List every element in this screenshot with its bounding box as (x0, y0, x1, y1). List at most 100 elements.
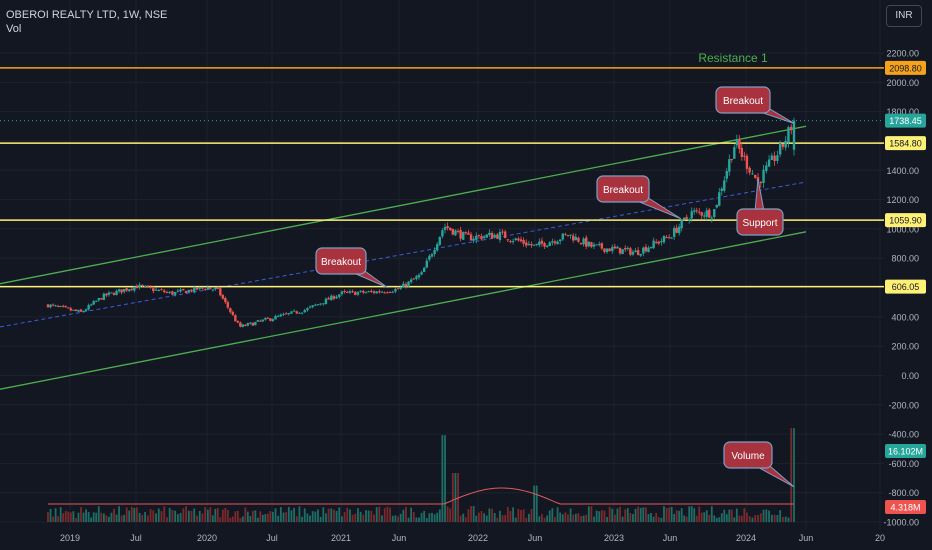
candle-body (695, 210, 698, 212)
candle-body (613, 246, 617, 249)
candle-body (190, 289, 193, 292)
volume-bar (168, 507, 171, 522)
volume-bar (548, 510, 551, 522)
volume-bar (90, 517, 93, 522)
candle-body (667, 237, 671, 239)
candle-body (269, 318, 272, 321)
candle-body (295, 311, 298, 314)
volume-bar (295, 516, 298, 522)
volume-bar (182, 508, 185, 522)
candle-body (511, 241, 515, 243)
volume-bar (415, 517, 418, 522)
candle-body (160, 289, 163, 291)
annotation-bubble (736, 208, 784, 236)
candle-body (266, 317, 270, 319)
candle-body (564, 234, 567, 236)
volume-bar (556, 507, 559, 522)
candle-body (433, 249, 436, 255)
candles (46, 117, 796, 328)
volume-bar (670, 506, 673, 522)
candle-body (152, 288, 155, 292)
candle-body (276, 315, 280, 317)
volume-bar (206, 509, 209, 522)
volume-bar (759, 513, 762, 522)
candle-body (720, 188, 723, 191)
candle-body (354, 291, 357, 296)
candle-body (330, 295, 333, 301)
volume-bar (574, 513, 577, 522)
volume-bar (146, 515, 149, 522)
candle-body (655, 241, 658, 243)
candle-body (545, 245, 549, 247)
currency-button[interactable]: INR (886, 5, 922, 27)
volume-bar (370, 510, 373, 522)
volume-bar (787, 517, 790, 522)
volume-bar (475, 515, 478, 522)
level-tag-label: 1059.90 (889, 216, 922, 226)
candle-body (574, 236, 578, 241)
volume-bar (144, 512, 147, 522)
volume-bar (733, 517, 736, 522)
volume-bar (319, 516, 322, 522)
volume-bar (282, 512, 285, 522)
volume-bar (632, 514, 634, 522)
volume-bar (723, 509, 726, 522)
volume-bar (485, 515, 488, 522)
candle-body (380, 291, 384, 293)
candle-body (787, 127, 790, 143)
volume-bar (493, 513, 496, 522)
volume-bar (47, 512, 49, 522)
annotation-label: Breakout (723, 96, 763, 107)
candle-body (115, 290, 118, 295)
candle-body (693, 210, 696, 212)
candle-body (449, 227, 452, 230)
volume-bar (748, 516, 751, 522)
candle-body (631, 251, 635, 255)
candle-body (561, 233, 564, 240)
candle-body (430, 254, 434, 257)
volume-bar (567, 514, 569, 522)
candle-body (603, 248, 606, 252)
candle-body (621, 249, 624, 255)
volume-bar (394, 515, 397, 522)
candle-body (675, 227, 678, 233)
volume-average-tag-label: 4.318M (890, 503, 920, 513)
volume-bar (256, 517, 259, 522)
candle-body (738, 138, 741, 149)
candle-body (279, 314, 283, 317)
candle-body (372, 291, 376, 293)
candle-body (404, 283, 408, 287)
candle-body (187, 289, 190, 293)
volume-bar (365, 510, 367, 522)
volume-bar (746, 512, 748, 522)
candle-body (138, 284, 141, 288)
x-tick-label: 2023 (604, 533, 624, 543)
candle-body (700, 212, 703, 216)
candle-body (579, 243, 583, 245)
volume-bar (543, 517, 546, 522)
candle-body (146, 285, 150, 287)
candle-body (600, 243, 604, 249)
volume-bar (700, 512, 703, 522)
candle-body (154, 289, 158, 291)
volume-bar (349, 509, 351, 522)
candle-body (451, 228, 455, 235)
candle-body (773, 155, 776, 162)
volume-indicator-label: Vol (6, 23, 22, 35)
candle-body (216, 287, 220, 289)
volume-bar (54, 508, 57, 522)
volume-bar (757, 515, 759, 522)
candle-body (519, 239, 523, 242)
candle-body (595, 244, 598, 246)
volume-bar (713, 515, 716, 522)
volume-bars (47, 428, 795, 522)
volume-bar (244, 507, 247, 522)
candle-body (778, 143, 782, 155)
candle-body (251, 322, 255, 326)
candle-body (89, 304, 93, 306)
volume-bar (64, 510, 67, 522)
volume-bar (457, 473, 459, 522)
volume-bar (488, 508, 491, 522)
volume-bar (152, 510, 155, 522)
